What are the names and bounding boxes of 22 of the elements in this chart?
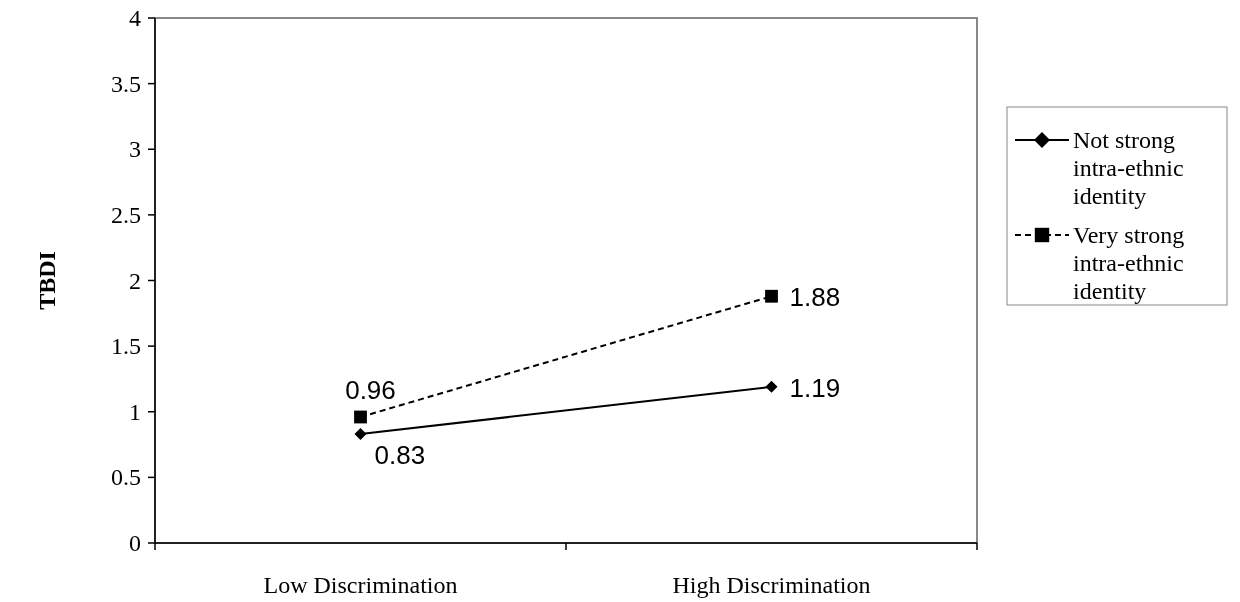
point [354,428,367,441]
y-tick-label: 0 [129,530,141,556]
legend-label: Very strong intra-ethnic identity [1073,222,1185,304]
point [354,410,367,424]
data-label: 0.96 [345,375,396,405]
data-label: 1.88 [789,282,841,313]
point [765,380,778,393]
legend-label: Not strong intra-ethnic identity [1073,127,1184,209]
y-tick-label: 3.5 [111,70,141,97]
y-tick-label: 3 [129,136,141,163]
y-tick-label: 0.5 [111,464,141,491]
point [765,289,778,303]
y-tick-label: 1 [129,398,141,425]
y-tick-label: 1.5 [111,333,141,360]
x-tick-label: Low Discrimination [263,572,458,598]
y-axis-title: TBDI [34,251,60,310]
y-tick-label: 2 [129,267,141,294]
x-tick-label: High Discrimination [672,572,871,598]
data-label: 0.83 [374,440,426,471]
y-tick-label: 2.5 [111,201,141,228]
y-tick-label: 4 [129,5,141,31]
data-label: 1.19 [789,372,841,403]
